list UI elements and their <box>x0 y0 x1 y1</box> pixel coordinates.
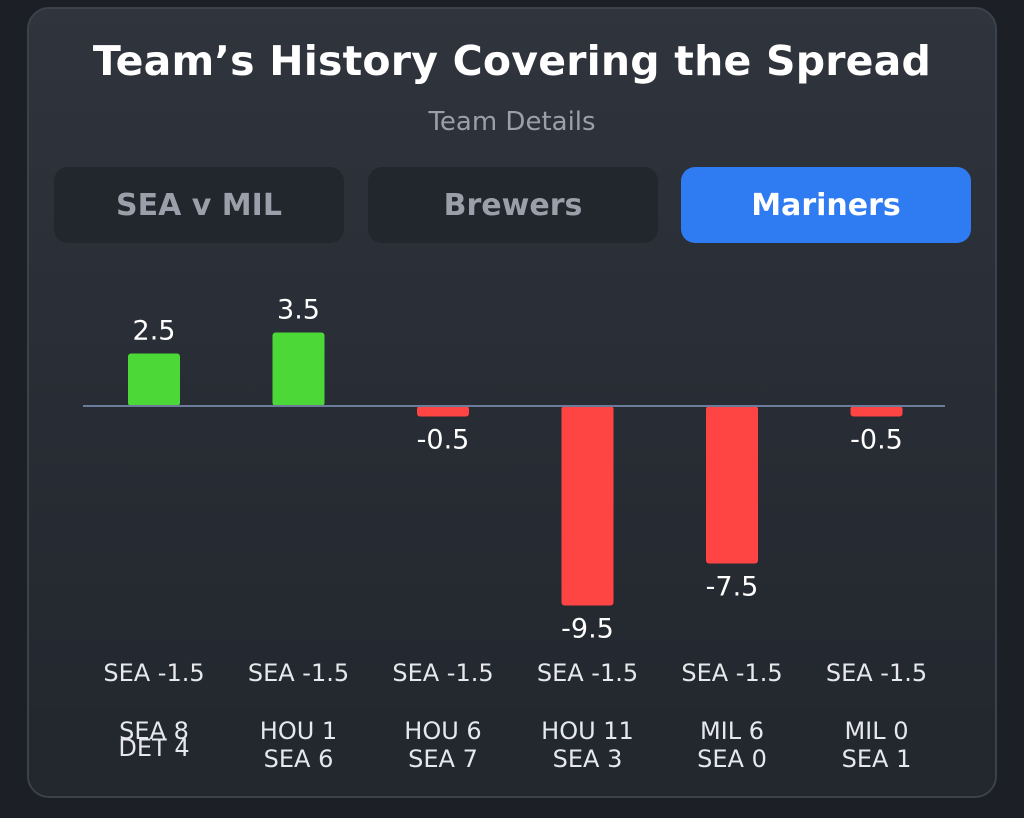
value-label-6: -0.5 <box>850 425 903 456</box>
score-line-1-2: HOU 1 <box>260 717 337 745</box>
page-title: Team’s History Covering the Spread <box>92 37 932 85</box>
value-label-3: -0.5 <box>417 425 470 456</box>
score-line-2-1: DET 4 <box>118 734 189 762</box>
score-line-1-1: SEA 8 <box>119 717 189 745</box>
spread-label-3: SEA -1.5 <box>392 659 493 687</box>
spread-label-1: SEA -1.5 <box>103 659 204 687</box>
bar-5 <box>706 406 758 564</box>
tab-sea-v-mil[interactable]: SEA v MIL <box>54 167 344 243</box>
value-label-2: 3.5 <box>277 295 320 326</box>
score-line-2-3: SEA 7 <box>408 745 478 773</box>
value-label-4: -9.5 <box>561 614 614 645</box>
bar-1 <box>128 353 180 406</box>
bar-2 <box>272 332 325 406</box>
spread-label-2: SEA -1.5 <box>248 659 349 687</box>
score-line-1-6: MIL 0 <box>844 717 908 745</box>
score-line-1-5: MIL 6 <box>700 717 764 745</box>
score-line-2-5: SEA 0 <box>697 745 767 773</box>
chart-card: Team’s History Covering the Spread Team … <box>27 7 997 798</box>
score-line-2-4: SEA 3 <box>553 745 623 773</box>
tab-mariners[interactable]: Mariners <box>681 167 971 243</box>
score-line-1-4: HOU 11 <box>541 717 634 745</box>
spread-label-4: SEA -1.5 <box>537 659 638 687</box>
score-line-2-2: SEA 6 <box>264 745 334 773</box>
tab-brewers[interactable]: Brewers <box>368 167 658 243</box>
score-line-2-6: SEA 1 <box>842 745 912 773</box>
spread-label-6: SEA -1.5 <box>826 659 927 687</box>
page-subtitle: Team Details <box>428 107 596 137</box>
score-band <box>29 707 995 796</box>
bar-4 <box>561 406 614 606</box>
bar-6 <box>850 406 903 417</box>
value-label-1: 2.5 <box>133 316 176 347</box>
value-label-5: -7.5 <box>706 572 759 603</box>
bar-3 <box>417 406 469 417</box>
spread-label-5: SEA -1.5 <box>681 659 782 687</box>
score-line-1-3: HOU 6 <box>404 717 481 745</box>
